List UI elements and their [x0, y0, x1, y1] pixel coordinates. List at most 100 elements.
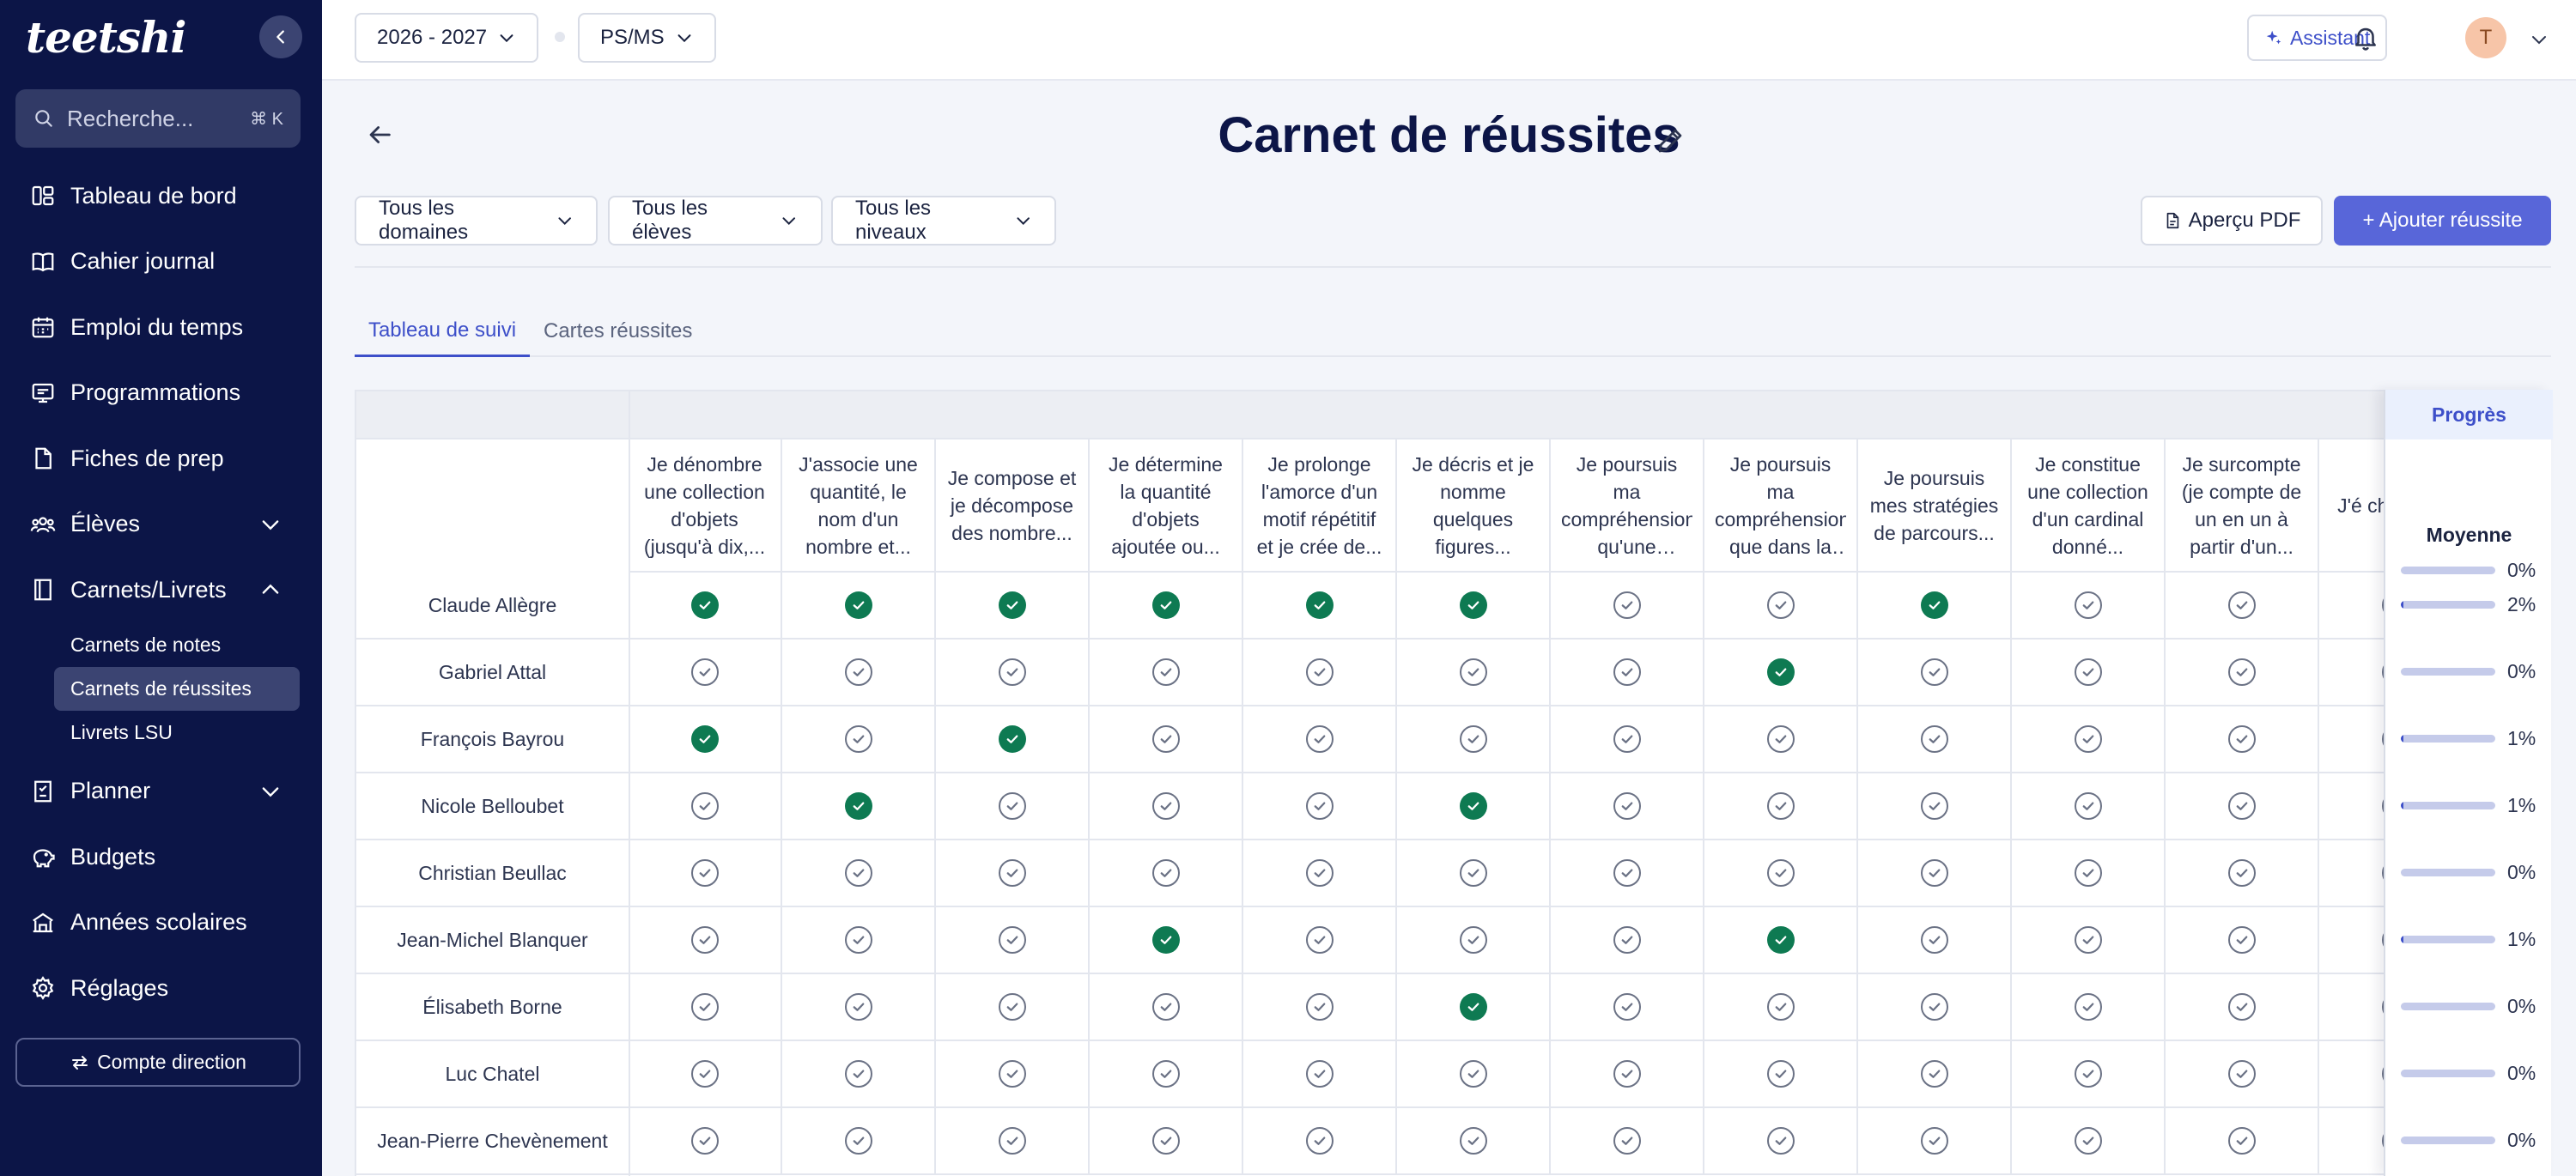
student-name[interactable]: Jean-Michel Blanquer: [397, 928, 588, 951]
sidebar-subitem-carnets-de-notes[interactable]: Carnets de notes: [70, 633, 222, 656]
bell-icon[interactable]: [2351, 23, 2380, 52]
check-circle-icon[interactable]: [1920, 658, 1948, 686]
sidebar-item-reglages[interactable]: Réglages: [0, 955, 322, 1021]
check-circle-icon[interactable]: [1613, 859, 1641, 887]
check-circle-icon[interactable]: [1613, 926, 1641, 954]
check-circle-icon[interactable]: [1766, 1127, 1795, 1155]
check-circle-filled-icon[interactable]: [1151, 591, 1180, 619]
check-circle-filled-icon[interactable]: [844, 591, 872, 619]
sidebar-item-eleves[interactable]: Élèves: [0, 492, 322, 558]
check-circle-icon[interactable]: [2074, 993, 2102, 1021]
check-circle-icon[interactable]: [1920, 926, 1948, 954]
check-circle-icon[interactable]: [1920, 859, 1948, 887]
school-year-select[interactable]: 2026 - 2027: [355, 13, 539, 63]
domain-filter[interactable]: Tous les domaines: [355, 196, 598, 246]
check-circle-filled-icon[interactable]: [1459, 591, 1487, 619]
sidebar-subitem-livrets-lsu[interactable]: Livrets LSU: [70, 720, 173, 743]
student-name[interactable]: Luc Chatel: [445, 1062, 540, 1085]
check-circle-icon[interactable]: [1459, 859, 1487, 887]
check-circle-icon[interactable]: [2074, 792, 2102, 820]
check-circle-icon[interactable]: [2227, 591, 2256, 619]
check-circle-filled-icon[interactable]: [1459, 993, 1487, 1021]
check-circle-icon[interactable]: [690, 1060, 719, 1088]
check-circle-filled-icon[interactable]: [690, 591, 719, 619]
sidebar-item-tableau-de-bord[interactable]: Tableau de bord: [0, 163, 322, 229]
student-name[interactable]: Nicole Belloubet: [421, 794, 564, 817]
check-circle-icon[interactable]: [1613, 725, 1641, 753]
check-circle-icon[interactable]: [1766, 993, 1795, 1021]
check-circle-icon[interactable]: [844, 993, 872, 1021]
check-circle-icon[interactable]: [2074, 859, 2102, 887]
check-circle-icon[interactable]: [1305, 658, 1334, 686]
check-circle-icon[interactable]: [1151, 1060, 1180, 1088]
check-circle-icon[interactable]: [2227, 792, 2256, 820]
check-circle-icon[interactable]: [1613, 1060, 1641, 1088]
check-circle-icon[interactable]: [1305, 859, 1334, 887]
avatar[interactable]: T: [2465, 17, 2506, 58]
sidebar-subitem-carnets-de-reussites[interactable]: Carnets de réussites: [54, 666, 300, 711]
back-arrow-icon[interactable]: [365, 120, 394, 149]
check-circle-icon[interactable]: [2227, 1060, 2256, 1088]
check-circle-icon[interactable]: [1459, 658, 1487, 686]
check-circle-icon[interactable]: [1613, 658, 1641, 686]
check-circle-icon[interactable]: [2074, 591, 2102, 619]
check-circle-icon[interactable]: [1151, 792, 1180, 820]
check-circle-icon[interactable]: [1305, 926, 1334, 954]
check-circle-icon[interactable]: [2227, 1127, 2256, 1155]
add-success-button[interactable]: + Ajouter réussite: [2334, 196, 2551, 246]
check-circle-icon[interactable]: [690, 993, 719, 1021]
check-circle-icon[interactable]: [2074, 1060, 2102, 1088]
sidebar-item-planner[interactable]: Planner: [0, 759, 322, 825]
check-circle-icon[interactable]: [1305, 1060, 1334, 1088]
check-circle-icon[interactable]: [2227, 658, 2256, 686]
check-circle-icon[interactable]: [1151, 993, 1180, 1021]
check-circle-icon[interactable]: [2227, 926, 2256, 954]
collapse-sidebar-button[interactable]: [259, 15, 302, 58]
check-circle-filled-icon[interactable]: [1459, 792, 1487, 820]
check-circle-icon[interactable]: [998, 859, 1026, 887]
check-circle-icon[interactable]: [1151, 1127, 1180, 1155]
class-select[interactable]: PS/MS: [578, 13, 716, 63]
check-circle-filled-icon[interactable]: [1305, 591, 1334, 619]
check-circle-icon[interactable]: [1305, 1127, 1334, 1155]
student-name[interactable]: Christian Beullac: [418, 861, 567, 884]
sidebar-item-programmations[interactable]: Programmations: [0, 361, 322, 427]
check-circle-icon[interactable]: [690, 1127, 719, 1155]
check-circle-icon[interactable]: [1613, 792, 1641, 820]
check-circle-icon[interactable]: [844, 859, 872, 887]
tab-tableau-de-suivi[interactable]: Tableau de suivi: [355, 306, 530, 357]
check-circle-icon[interactable]: [844, 658, 872, 686]
check-circle-icon[interactable]: [844, 1127, 872, 1155]
check-circle-icon[interactable]: [998, 658, 1026, 686]
check-circle-icon[interactable]: [1459, 725, 1487, 753]
check-circle-icon[interactable]: [1151, 725, 1180, 753]
check-circle-filled-icon[interactable]: [998, 725, 1026, 753]
check-circle-icon[interactable]: [2074, 725, 2102, 753]
app-logo[interactable]: teetshi: [26, 12, 186, 63]
check-circle-icon[interactable]: [844, 725, 872, 753]
check-circle-icon[interactable]: [1920, 993, 1948, 1021]
check-circle-icon[interactable]: [844, 926, 872, 954]
sidebar-item-fiches-de-prep[interactable]: Fiches de prep: [0, 426, 322, 492]
check-circle-icon[interactable]: [2227, 993, 2256, 1021]
student-name[interactable]: Claude Allègre: [428, 593, 557, 616]
check-circle-icon[interactable]: [1459, 1127, 1487, 1155]
check-circle-icon[interactable]: [998, 1060, 1026, 1088]
student-filter[interactable]: Tous les élèves: [608, 196, 823, 246]
check-circle-icon[interactable]: [1151, 658, 1180, 686]
student-name[interactable]: Élisabeth Borne: [422, 995, 562, 1018]
check-circle-icon[interactable]: [998, 792, 1026, 820]
level-filter[interactable]: Tous les niveaux: [831, 196, 1056, 246]
check-circle-icon[interactable]: [1920, 1060, 1948, 1088]
sidebar-item-emploi-du-temps[interactable]: Emploi du temps: [0, 294, 322, 361]
check-circle-icon[interactable]: [1766, 859, 1795, 887]
check-circle-icon[interactable]: [2227, 725, 2256, 753]
sidebar-item-budgets[interactable]: Budgets: [0, 824, 322, 890]
chevron-down-icon[interactable]: [2529, 29, 2549, 50]
search-input[interactable]: Recherche... ⌘ K: [15, 89, 301, 148]
check-circle-icon[interactable]: [690, 926, 719, 954]
sidebar-item-cahier-journal[interactable]: Cahier journal: [0, 229, 322, 295]
account-switch-button[interactable]: Compte direction: [15, 1038, 301, 1087]
check-circle-icon[interactable]: [1459, 1060, 1487, 1088]
check-circle-icon[interactable]: [1766, 591, 1795, 619]
